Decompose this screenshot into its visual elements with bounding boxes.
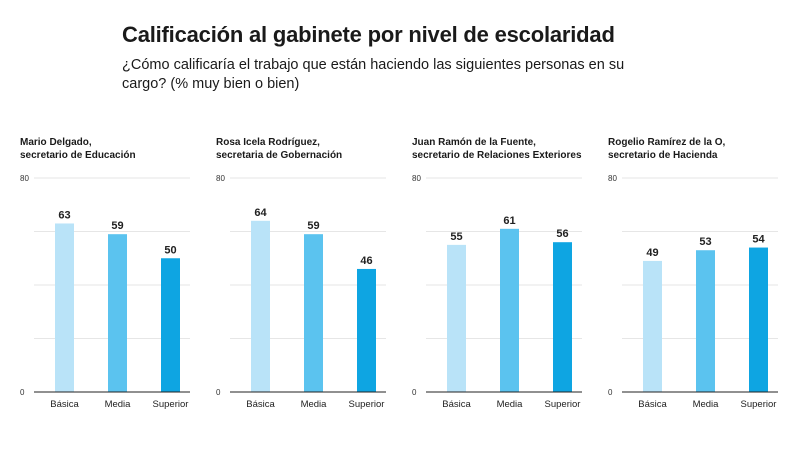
y-tick-label-max: 80 — [608, 174, 617, 183]
bar-chart-rogelio-ramirez-de-la-o: 0 80 49 Básica 53 Media 54 Superior — [608, 174, 778, 410]
panel-rogelio-ramirez-de-la-o: Rogelio Ramírez de la O, secretario de H… — [608, 136, 788, 416]
panel-title-name: Rogelio Ramírez de la O, — [608, 137, 726, 148]
bar-basica — [643, 260, 662, 392]
x-category-label: Básica — [442, 399, 471, 410]
bar-chart-juan-ramon-de-la-fuente: 0 80 55 Básica 61 Media 56 Superior — [412, 174, 582, 410]
y-tick-label-min: 0 — [608, 388, 613, 397]
bar-media — [696, 250, 715, 392]
x-category-label: Superior — [741, 399, 777, 410]
x-category-label: Media — [693, 399, 720, 410]
x-category-label: Básica — [638, 399, 667, 410]
x-category-label: Superior — [153, 399, 189, 410]
panel-title-role: secretaria de Gobernación — [216, 150, 343, 161]
panel-title: Rosa Icela Rodríguez, secretaria de Gobe… — [216, 136, 396, 162]
chart-title: Calificación al gabinete por nivel de es… — [122, 22, 615, 47]
panel-title-name: Rosa Icela Rodríguez, — [216, 137, 320, 148]
panel-title-role: secretario de Educación — [20, 150, 136, 161]
y-tick-label-max: 80 — [216, 174, 225, 183]
bar-value-label: 55 — [450, 231, 462, 243]
bar-basica — [447, 244, 466, 392]
panel-title: Juan Ramón de la Fuente, secretario de R… — [412, 136, 592, 162]
x-category-label: Superior — [545, 399, 581, 410]
bar-chart-rosa-icela-rodriguez: 0 80 64 Básica 59 Media 46 Superior — [216, 174, 386, 410]
panel-title-name: Juan Ramón de la Fuente, — [412, 137, 536, 148]
x-category-label: Media — [105, 399, 132, 410]
bar-media — [500, 228, 519, 392]
panel-title: Rogelio Ramírez de la O, secretario de H… — [608, 136, 788, 162]
panel-juan-ramon-de-la-fuente: Juan Ramón de la Fuente, secretario de R… — [412, 136, 592, 416]
bar-value-label: 64 — [254, 207, 267, 219]
y-tick-label-min: 0 — [20, 388, 25, 397]
panel-title-role: secretario de Hacienda — [608, 150, 718, 161]
bar-value-label: 49 — [646, 247, 658, 259]
bar-value-label: 63 — [58, 209, 70, 221]
bar-value-label: 53 — [699, 236, 711, 248]
y-tick-label-max: 80 — [20, 174, 29, 183]
chart-subtitle: ¿Cómo calificaría el trabajo que están h… — [122, 57, 625, 92]
y-tick-label-min: 0 — [216, 388, 221, 397]
panel-title-role: secretario de Relaciones Exteriores — [412, 150, 582, 161]
bar-basica — [251, 220, 270, 392]
y-tick-label-max: 80 — [412, 174, 421, 183]
x-category-label: Básica — [50, 399, 79, 410]
bar-media — [304, 234, 323, 392]
bar-value-label: 59 — [111, 220, 123, 232]
x-category-label: Media — [301, 399, 328, 410]
x-category-label: Media — [497, 399, 524, 410]
bar-superior — [357, 268, 376, 392]
x-category-label: Superior — [349, 399, 385, 410]
bar-basica — [55, 223, 74, 392]
x-category-label: Básica — [246, 399, 275, 410]
y-tick-label-min: 0 — [412, 388, 417, 397]
bar-superior — [161, 258, 180, 392]
panel-rosa-icela-rodriguez: Rosa Icela Rodríguez, secretaria de Gobe… — [216, 136, 396, 416]
bar-chart-mario-delgado: 0 80 63 Básica 59 Media 50 Superior — [20, 174, 190, 410]
bar-value-label: 46 — [360, 255, 372, 267]
bar-value-label: 56 — [556, 228, 568, 240]
panel-title-name: Mario Delgado, — [20, 137, 92, 148]
bar-superior — [553, 242, 572, 392]
bar-value-label: 54 — [752, 234, 765, 246]
bar-value-label: 50 — [164, 244, 176, 256]
bar-value-label: 59 — [307, 220, 319, 232]
bar-value-label: 61 — [503, 215, 515, 227]
bar-media — [108, 234, 127, 392]
panel-mario-delgado: Mario Delgado, secretario de Educación 0… — [20, 136, 200, 416]
bar-superior — [749, 247, 768, 392]
panel-title: Mario Delgado, secretario de Educación — [20, 136, 200, 162]
